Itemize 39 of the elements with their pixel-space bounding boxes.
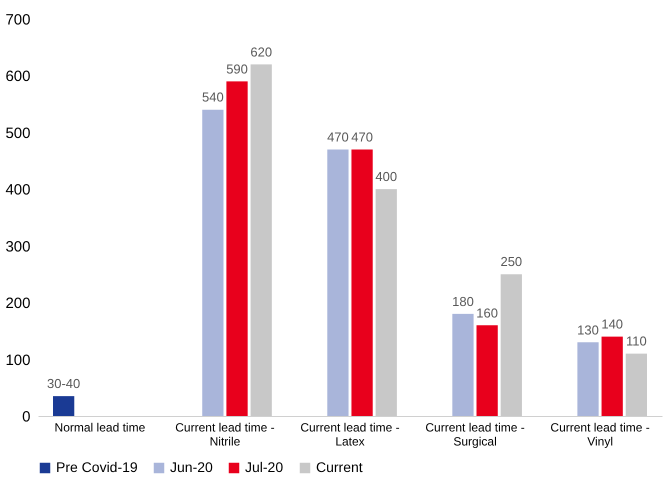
y-tick-label: 300 — [5, 238, 30, 256]
y-tick-label: 100 — [5, 352, 30, 369]
data-label: 180 — [452, 294, 474, 309]
x-tick-label: Current lead time - Nitrile — [175, 420, 275, 448]
data-label: 110 — [626, 334, 647, 349]
bar — [577, 342, 599, 416]
data-label: 620 — [250, 44, 272, 60]
x-tick-label: Normal lead time — [54, 420, 146, 434]
bar — [602, 336, 623, 416]
bar — [452, 314, 474, 416]
legend-label: Jul-20 — [245, 459, 284, 475]
y-tick-label: 600 — [5, 68, 30, 86]
x-tick-label: Current lead time - Surgical — [425, 420, 525, 448]
bar — [327, 149, 349, 416]
bar — [351, 149, 373, 416]
y-tick-label: 200 — [5, 295, 30, 312]
y-tick-label: 0 — [22, 408, 30, 426]
data-label: 140 — [601, 316, 624, 332]
data-label: 30-40 — [47, 376, 80, 392]
legend-label: Current — [316, 459, 363, 475]
bar — [202, 110, 224, 416]
y-tick-label: 400 — [5, 182, 30, 199]
data-label: 590 — [226, 61, 248, 76]
data-label: 160 — [476, 305, 498, 320]
x-tick-label: Current lead time - Latex — [300, 420, 400, 448]
bar — [226, 81, 248, 416]
y-tick-label: 500 — [5, 124, 30, 142]
data-label: 130 — [577, 322, 599, 338]
data-label: 400 — [375, 169, 398, 184]
data-label: 250 — [500, 254, 522, 270]
legend-label: Pre Covid-19 — [56, 459, 138, 475]
bar — [53, 396, 74, 416]
bar — [476, 325, 498, 416]
data-label: 470 — [327, 129, 349, 144]
legend-label: Jun-20 — [170, 459, 214, 475]
x-tick-label: Current lead time - Vinyl — [550, 420, 650, 448]
y-tick-label: 700 — [5, 12, 30, 28]
data-label: 540 — [202, 90, 224, 105]
data-label: 470 — [351, 129, 373, 144]
